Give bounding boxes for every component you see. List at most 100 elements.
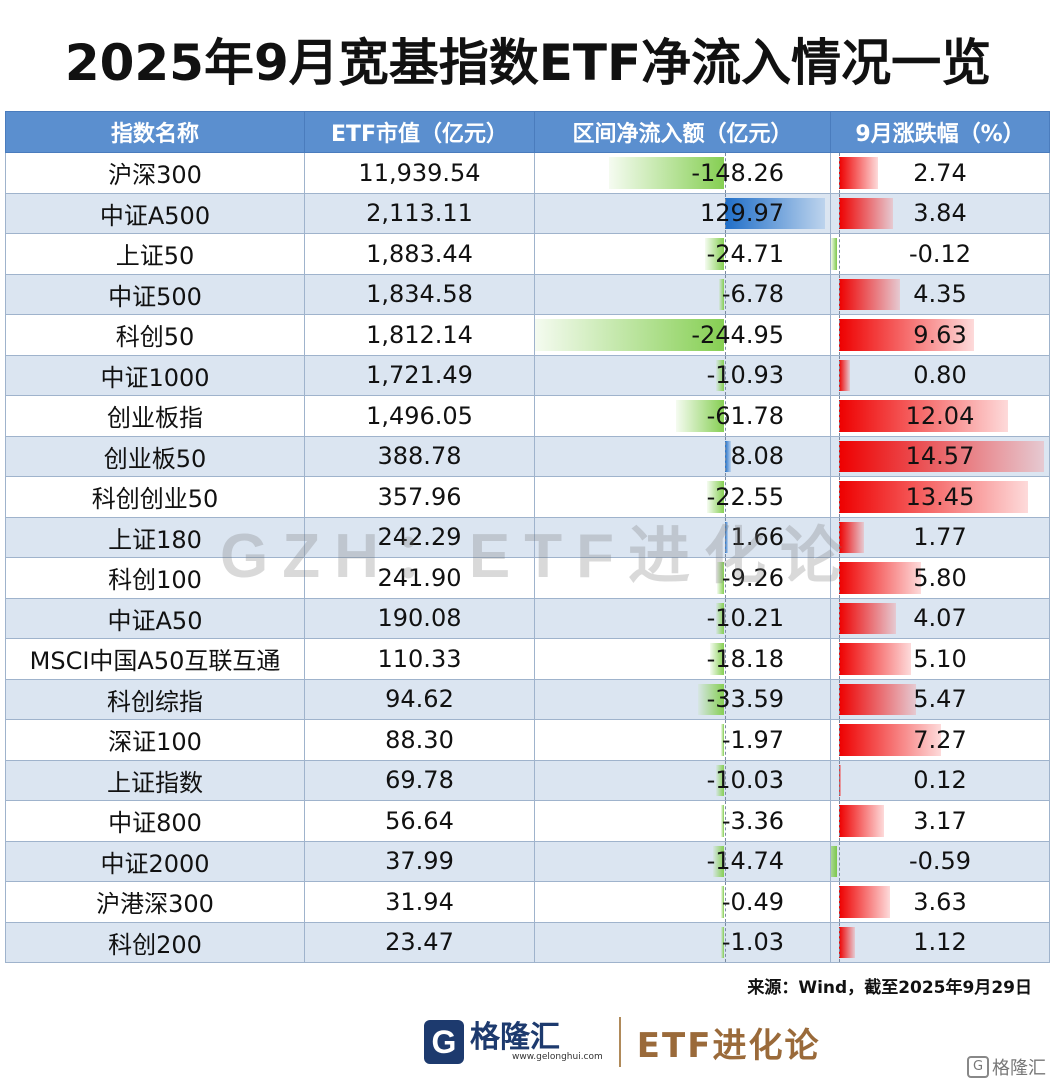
net-inflow-value: -22.55: [706, 482, 784, 511]
net-inflow-axis: [725, 193, 726, 233]
monthly-change-value: 9.63: [913, 320, 967, 349]
gelonghui-brand-name: 格隆汇: [470, 1020, 560, 1055]
cell-monthly-change: 1.77: [830, 516, 1050, 558]
monthly-change-value: 5.80: [913, 563, 967, 592]
table-row: 科创综指 94.62 -33.59 5.47: [5, 678, 1050, 720]
net-inflow-bar: [721, 724, 724, 756]
cell-monthly-change: 9.63: [830, 314, 1050, 356]
cell-monthly-change: 3.63: [830, 881, 1050, 923]
net-inflow-value: -33.59: [706, 685, 784, 714]
monthly-change-value: 0.12: [913, 766, 967, 795]
monthly-change-axis: [839, 679, 840, 719]
cell-net-inflow: -14.74: [534, 840, 831, 882]
cell-market-cap: 37.99: [304, 840, 535, 882]
monthly-change-bar: [839, 521, 864, 553]
net-inflow-axis: [725, 639, 726, 679]
cell-index-name: 科创综指: [5, 678, 305, 720]
net-inflow-axis: [725, 396, 726, 436]
net-inflow-axis: [725, 801, 726, 841]
cell-monthly-change: 4.07: [830, 597, 1050, 639]
monthly-change-axis: [839, 841, 840, 881]
net-inflow-axis: [725, 679, 726, 719]
net-inflow-axis: [725, 882, 726, 922]
monthly-change-value: 13.45: [905, 482, 975, 511]
table-row: 创业板指 1,496.05 -61.78 12.04: [5, 395, 1050, 437]
net-inflow-axis: [725, 760, 726, 800]
cell-net-inflow: 1.66: [534, 516, 831, 558]
cell-monthly-change: 0.80: [830, 354, 1050, 396]
monthly-change-axis: [839, 355, 840, 395]
cell-index-name: 沪港深300: [5, 881, 305, 923]
cell-index-name: 中证800: [5, 800, 305, 842]
cell-net-inflow: -61.78: [534, 395, 831, 437]
header-net-inflow: 区间净流入额（亿元）: [534, 111, 831, 153]
page-title: 2025年9月宽基指数ETF净流入情况一览: [64, 34, 992, 92]
cell-monthly-change: 4.35: [830, 273, 1050, 315]
net-inflow-axis: [725, 153, 726, 193]
header-index-name: 指数名称: [5, 111, 305, 153]
cell-index-name: 深证100: [5, 719, 305, 761]
net-inflow-bar: [725, 521, 728, 553]
net-inflow-value: 8.08: [730, 442, 784, 471]
monthly-change-axis: [839, 396, 840, 436]
net-inflow-bar: [535, 319, 724, 351]
monthly-change-axis: [839, 436, 840, 476]
monthly-change-value: 2.74: [913, 158, 967, 187]
monthly-change-bar: [839, 400, 1009, 432]
monthly-change-value: 4.35: [913, 280, 967, 309]
net-inflow-axis: [725, 234, 726, 274]
net-inflow-axis: [725, 436, 726, 476]
cell-index-name: 沪深300: [5, 152, 305, 194]
net-inflow-bar: [718, 278, 724, 310]
cell-monthly-change: 5.47: [830, 678, 1050, 720]
monthly-change-bar: [831, 238, 837, 270]
cell-net-inflow: -10.93: [534, 354, 831, 396]
monthly-change-axis: [839, 274, 840, 314]
cell-net-inflow: -9.26: [534, 557, 831, 599]
net-inflow-axis: [725, 315, 726, 355]
cell-market-cap: 88.30: [304, 719, 535, 761]
header-monthly-change: 9月涨跌幅（%）: [830, 111, 1050, 153]
net-inflow-value: -10.03: [706, 766, 784, 795]
cell-market-cap: 241.90: [304, 557, 535, 599]
cell-market-cap: 190.08: [304, 597, 535, 639]
cell-monthly-change: 2.74: [830, 152, 1050, 194]
cell-index-name: 中证500: [5, 273, 305, 315]
cell-market-cap: 110.33: [304, 638, 535, 680]
cell-index-name: 上证180: [5, 516, 305, 558]
monthly-change-value: 14.57: [905, 442, 975, 471]
net-inflow-bar: [709, 643, 724, 675]
monthly-change-bar: [839, 157, 878, 189]
net-inflow-value: -1.97: [721, 725, 784, 754]
etf-flow-table: 指数名称 ETF市值（亿元） 区间净流入额（亿元） 9月涨跌幅（%） 沪深300…: [5, 111, 1050, 963]
monthly-change-bar: [839, 724, 942, 756]
net-inflow-bar: [721, 805, 724, 837]
table-row: 中证A50 190.08 -10.21 4.07: [5, 597, 1050, 639]
net-inflow-value: 1.66: [730, 523, 784, 552]
cell-market-cap: 2,113.11: [304, 192, 535, 234]
cell-net-inflow: -6.78: [534, 273, 831, 315]
monthly-change-axis: [839, 234, 840, 274]
monthly-change-axis: [839, 558, 840, 598]
cell-net-inflow: -3.36: [534, 800, 831, 842]
table-row: 沪深300 11,939.54 -148.26 2.74: [5, 152, 1050, 194]
cell-market-cap: 56.64: [304, 800, 535, 842]
net-inflow-bar: [721, 926, 724, 958]
table-header-row: 指数名称 ETF市值（亿元） 区间净流入额（亿元） 9月涨跌幅（%）: [5, 111, 1050, 153]
monthly-change-value: 4.07: [913, 604, 967, 633]
cell-net-inflow: -244.95: [534, 314, 831, 356]
cell-market-cap: 31.94: [304, 881, 535, 923]
monthly-change-value: 7.27: [913, 725, 967, 754]
monthly-change-axis: [839, 477, 840, 517]
monthly-change-axis: [839, 760, 840, 800]
table-row: 科创100 241.90 -9.26 5.80: [5, 557, 1050, 599]
net-inflow-axis: [725, 274, 726, 314]
monthly-change-value: 3.84: [913, 199, 967, 228]
cell-index-name: 创业板50: [5, 435, 305, 477]
net-inflow-value: -6.78: [721, 280, 784, 309]
net-inflow-axis: [725, 477, 726, 517]
cell-monthly-change: 14.57: [830, 435, 1050, 477]
cell-monthly-change: 7.27: [830, 719, 1050, 761]
cell-net-inflow: -10.21: [534, 597, 831, 639]
cell-monthly-change: 0.12: [830, 759, 1050, 801]
